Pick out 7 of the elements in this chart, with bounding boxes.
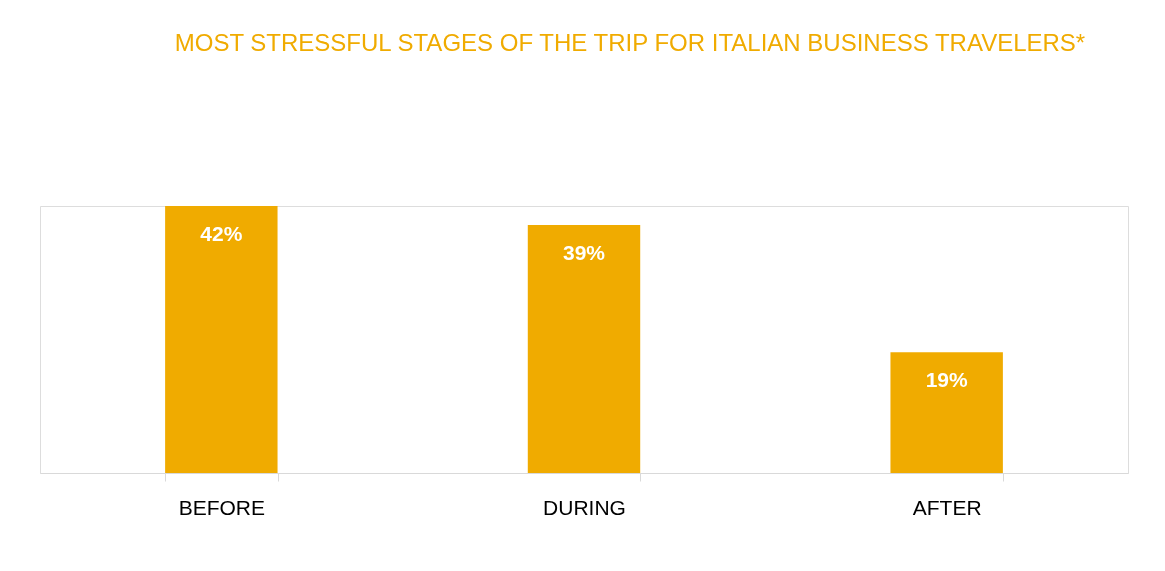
x-tick-label: DURING — [543, 495, 626, 519]
data-label: 19% — [925, 368, 969, 392]
x-tick-label: BEFORE — [178, 495, 266, 519]
x-tick-label: AFTER — [912, 495, 982, 519]
chart-title: MOST STRESSFUL STAGES OF THE TRIP FOR ITALIAN BUSINESS TRAVELERS* — [174, 29, 1086, 56]
data-label: 42% — [200, 222, 243, 245]
data-label: 39% — [562, 241, 606, 265]
